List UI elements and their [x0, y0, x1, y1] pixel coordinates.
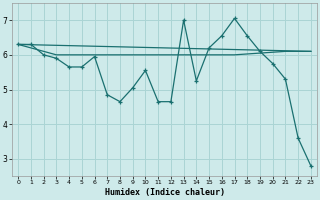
X-axis label: Humidex (Indice chaleur): Humidex (Indice chaleur): [105, 188, 225, 197]
